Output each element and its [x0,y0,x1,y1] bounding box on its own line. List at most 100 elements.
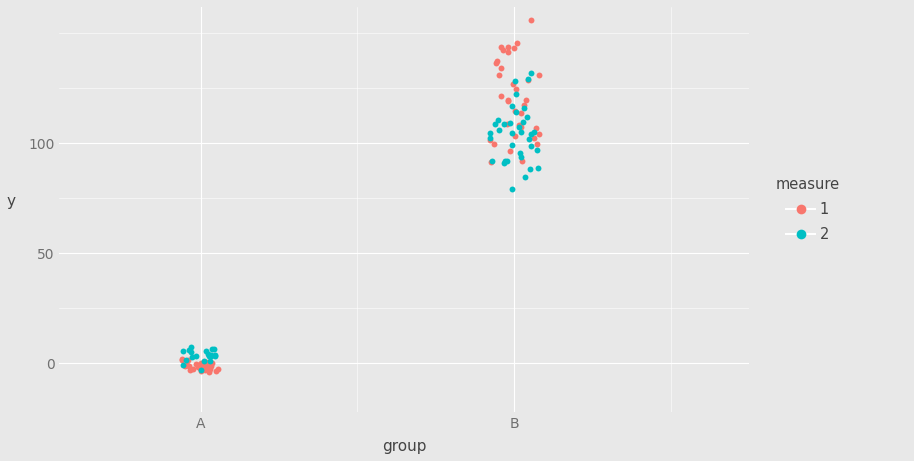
Point [521,76,536,83]
Point [182,346,197,354]
Point [195,365,209,372]
Point [530,140,545,148]
Point [194,367,208,374]
Point [204,362,218,370]
Point [520,113,535,120]
Point [205,360,219,367]
Y-axis label: y: y [7,195,16,209]
Point [175,356,189,364]
Point [496,160,511,167]
Point [515,118,530,126]
Point [531,165,546,172]
Point [204,353,218,360]
Point [507,132,522,140]
Point [205,345,219,353]
Point [510,39,525,47]
Point [505,129,519,136]
Point [514,154,528,161]
Point [524,69,538,77]
Point [500,158,515,165]
Point [197,365,212,372]
Point [202,368,217,376]
Point [515,124,529,131]
Point [484,159,498,166]
Point [175,361,190,368]
Point [520,77,535,84]
Point [484,136,498,143]
Point [498,157,513,165]
Point [494,43,508,50]
Point [188,353,203,360]
Point [486,140,501,148]
Point [515,157,530,165]
Point [494,65,508,72]
Point [509,86,524,93]
Point [513,150,527,157]
Point [210,365,225,372]
Point [501,97,515,105]
Point [184,348,198,355]
Point [197,358,211,365]
Point [208,351,223,358]
Point [532,71,547,78]
Point [203,360,218,367]
Point [516,101,531,109]
Point [517,173,532,181]
Point [497,121,512,128]
Point [177,362,192,369]
Point [483,135,497,142]
Point [492,126,506,133]
Point [175,348,190,355]
Point [494,92,508,100]
Point [505,141,519,148]
Point [180,361,195,369]
Point [530,146,545,154]
Point [201,353,216,360]
Point [179,356,194,363]
Point [199,358,214,366]
Point [490,57,505,65]
Point [523,165,537,173]
Point [508,108,523,116]
Point [197,366,212,373]
Point [484,157,499,165]
Point [188,360,203,367]
Point [524,17,538,24]
Point [193,365,207,372]
Point [488,120,503,128]
Point [499,121,514,128]
Point [512,124,526,131]
Point [528,125,543,132]
Point [514,129,528,136]
Point [518,97,533,104]
Point [507,77,522,85]
Point [175,355,190,363]
Point [194,359,208,366]
Point [496,47,511,54]
Point [182,362,197,370]
Point [208,352,223,360]
Point [200,350,215,358]
Point [199,347,214,355]
Point [194,366,208,373]
Point [505,102,519,109]
Point [527,135,542,142]
Point [209,367,224,375]
Point [204,351,218,359]
Point [505,80,520,88]
Point [502,147,516,154]
Point [186,366,200,373]
Point [185,353,199,361]
Point [532,130,547,138]
Point [501,96,515,104]
Point [489,59,504,67]
Point [183,366,197,373]
Point [203,366,218,373]
Point [503,120,517,127]
Point [201,364,216,372]
Point [509,90,524,97]
Point [191,363,206,371]
Point [514,110,528,117]
Point [501,43,515,51]
Point [524,142,538,149]
